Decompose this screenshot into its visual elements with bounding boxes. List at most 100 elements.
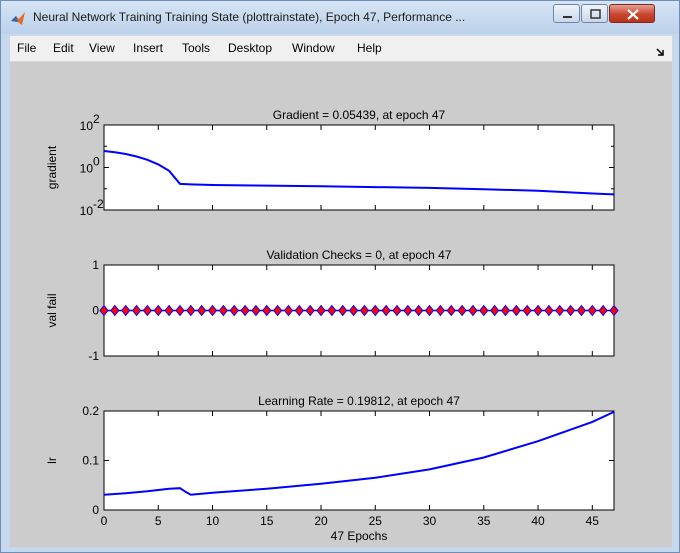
data-point (207, 304, 218, 317)
data-point (533, 304, 543, 317)
y-tick-exponent: -2 (93, 197, 104, 211)
plot-title: Learning Rate = 0.19812, at epoch 47 (258, 394, 460, 408)
data-point (110, 304, 120, 317)
data-point (414, 304, 424, 317)
data-point (240, 304, 250, 317)
menu-help[interactable]: Help (357, 41, 382, 55)
menu-view[interactable]: View (89, 41, 115, 55)
y-tick-label: 10 (80, 204, 94, 218)
data-point (229, 304, 239, 317)
window-title: Neural Network Training Training State (… (33, 10, 466, 24)
data-point (153, 304, 163, 317)
y-tick-label: 10 (80, 162, 94, 176)
subplot-1 (103, 124, 615, 211)
figure-canvas: Gradient = 0.05439, at epoch 47 gradient 1… (10, 62, 672, 547)
series-line (103, 150, 615, 196)
data-point (316, 304, 326, 317)
data-point (609, 304, 619, 317)
data-point (565, 304, 576, 317)
data-point (338, 304, 348, 317)
data-point (381, 304, 391, 317)
y-tick-label: 10 (80, 119, 94, 133)
plots-svg: Gradient = 0.05439, at epoch 47 gradient 1… (45, 108, 619, 543)
menu-bar: File Edit View Insert Tools Desktop Wind… (10, 36, 672, 62)
data-point (424, 304, 435, 317)
x-tick-label: 35 (477, 514, 491, 528)
y-axis-label: gradient (45, 145, 59, 189)
data-point (403, 304, 413, 317)
y-tick-exponent: 0 (93, 155, 100, 169)
x-tick-label: 5 (155, 514, 162, 528)
data-point (294, 304, 304, 317)
data-point (305, 304, 315, 317)
maximize-icon (590, 9, 601, 19)
x-tick-label: 40 (531, 514, 545, 528)
data-point (218, 304, 229, 317)
x-tick-label: 0 (101, 514, 108, 528)
menu-desktop[interactable]: Desktop (228, 41, 273, 55)
y-tick-exponent: 2 (93, 112, 100, 126)
x-tick-label: 30 (423, 514, 437, 528)
subplot-3 (103, 410, 615, 511)
y-axis-label: lr (45, 457, 59, 464)
maximize-button[interactable] (581, 4, 608, 23)
x-tick-label: 15 (260, 514, 274, 528)
y-tick-label: 0.2 (82, 404, 99, 418)
data-point (186, 304, 196, 317)
data-point (468, 304, 478, 317)
data-point (511, 304, 521, 317)
minimize-button[interactable] (553, 4, 580, 23)
plot-title: Gradient = 0.05439, at epoch 47 (273, 108, 446, 122)
axes-box (103, 124, 615, 211)
menu-file[interactable]: File (17, 41, 37, 55)
data-point (272, 304, 283, 317)
data-point (175, 304, 185, 317)
data-point (576, 304, 587, 317)
x-tick-label: 20 (314, 514, 328, 528)
data-point (348, 304, 359, 317)
y-tick-label: 0 (92, 503, 99, 517)
menu-window[interactable]: Window (292, 41, 335, 55)
menu-insert[interactable]: Insert (133, 41, 164, 55)
data-point (598, 304, 608, 317)
data-point (142, 304, 153, 317)
x-tick-label: 45 (586, 514, 600, 528)
data-point (197, 304, 207, 317)
data-point (489, 304, 500, 317)
title-bar[interactable]: Neural Network Training Training State (… (1, 1, 679, 34)
axes-box (103, 410, 615, 511)
minimize-icon (563, 16, 572, 18)
y-tick-label: 0 (92, 304, 99, 318)
y-axis-label: val fail (45, 293, 59, 327)
menu-tools[interactable]: Tools (182, 41, 211, 55)
data-point (479, 304, 489, 317)
menu-edit[interactable]: Edit (53, 41, 74, 55)
plot-title: Validation Checks = 0, at epoch 47 (267, 248, 452, 262)
data-point (544, 304, 554, 317)
data-point (251, 304, 261, 317)
data-point (262, 304, 272, 317)
data-point (99, 304, 109, 317)
y-tick-label: 1 (92, 258, 99, 272)
data-point (457, 304, 467, 317)
data-point (164, 304, 174, 317)
x-axis-label: 47 Epochs (331, 529, 388, 543)
data-point (500, 304, 511, 317)
data-point (392, 304, 402, 317)
data-point (121, 304, 131, 317)
y-tick-label: -1 (88, 349, 99, 363)
data-point (446, 304, 456, 317)
data-point (522, 304, 532, 317)
x-tick-label: 10 (206, 514, 220, 528)
close-button[interactable] (609, 4, 655, 23)
series-line (103, 410, 615, 496)
y-tick-label: 0.1 (82, 454, 99, 468)
data-point (587, 304, 597, 317)
dock-figure-icon[interactable] (656, 42, 666, 61)
subplot-2 (99, 264, 619, 357)
data-point (555, 304, 565, 317)
data-point (435, 304, 446, 317)
matlab-logo-icon (10, 10, 26, 26)
x-tick-label: 25 (369, 514, 383, 528)
